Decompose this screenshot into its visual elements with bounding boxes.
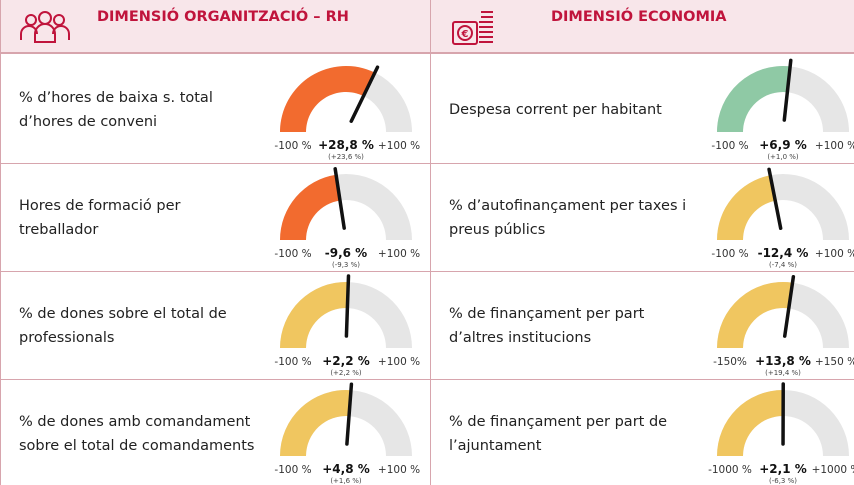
gauge-needle — [345, 382, 354, 446]
gauge-value: +13,8 % — [755, 354, 811, 368]
gauge-previous: (+1,0 %) — [767, 153, 799, 161]
gauge-min-label: -1000 % — [708, 464, 752, 476]
gauge-max-label: +100 % — [815, 140, 854, 152]
gauge-previous: (-7,4 %) — [769, 261, 797, 269]
gauge-min-label: -150% — [713, 356, 747, 368]
gauge-max-label: +100 % — [378, 140, 420, 152]
gauge-value: +4,8 % — [322, 462, 370, 476]
gauge: -100 % +100 % +28,8 %(+23,6 %) — [274, 65, 420, 161]
gauge-fill — [717, 282, 793, 348]
gauge: -100 % +100 % +2,2 %(+2,2 %) — [274, 274, 420, 377]
gauge-min-label: -100 % — [274, 140, 311, 152]
gauge-fill — [280, 174, 340, 240]
indicator-label: % de dones amb comandament sobre el tota… — [19, 413, 255, 454]
gauge-max-label: +100 % — [815, 248, 854, 260]
panel-header: € DIMENSIÓ ECONOMIA — [431, 0, 854, 54]
gauge-previous: (+1,6 %) — [330, 477, 362, 485]
gauge-needle — [333, 167, 346, 230]
gauge-fill — [280, 65, 375, 132]
indicator-row: % d’autofinançament per taxes i preus pú… — [431, 164, 854, 272]
indicator-row: % d’hores de baixa s. total d’hores de c… — [1, 56, 431, 164]
gauge-max-label: +150 % — [815, 356, 854, 368]
gauge-value: +28,8 % — [318, 138, 374, 152]
gauge-min-label: -100 % — [711, 248, 748, 260]
indicator-label: Hores de formació per treballador — [19, 197, 181, 238]
gauge-value: +6,9 % — [759, 138, 807, 152]
indicator-row: % de finançament per part d’altres insti… — [431, 272, 854, 380]
gauge-previous: (+23,6 %) — [328, 153, 364, 161]
gauge: -150% +150 % +13,8 %(+19,4 %) — [713, 275, 854, 377]
gauge-max-label: +100 % — [378, 356, 420, 368]
gauge-max-label: +100 % — [378, 248, 420, 260]
gauge-fill — [280, 390, 351, 456]
indicator-row: % de dones sobre el total de professiona… — [1, 272, 431, 380]
gauge-min-label: -100 % — [274, 356, 311, 368]
indicator-row: Despesa corrent per habitant -100 % +100 %… — [431, 56, 854, 164]
gauge-fill — [280, 282, 349, 348]
indicator-row: % de finançament per part de l’ajuntamen… — [431, 380, 854, 485]
indicator-label: % d’autofinançament per taxes i preus pú… — [449, 197, 687, 238]
gauge-needle — [349, 65, 380, 123]
gauge-max-label: +100 % — [378, 464, 420, 476]
gauge-value: -12,4 % — [758, 246, 809, 260]
gauge-min-label: -100 % — [274, 248, 311, 260]
indicator-label: % de finançament per part d’altres insti… — [449, 305, 645, 346]
indicator-row: % de dones amb comandament sobre el tota… — [1, 380, 431, 485]
gauge-previous: (+2,2 %) — [330, 369, 362, 377]
gauge-fill — [717, 390, 784, 456]
gauge-min-label: -100 % — [274, 464, 311, 476]
indicator-row: Hores de formació per treballador -100 % +… — [1, 164, 431, 272]
gauge-min-label: -100 % — [711, 140, 748, 152]
gauge-previous: (-9,3 %) — [332, 261, 360, 269]
gauge: -100 % +100 % -9,6 %(-9,3 %) — [274, 167, 420, 269]
indicator-label: % de dones sobre el total de professiona… — [19, 305, 227, 346]
gauge-fill — [717, 175, 776, 240]
indicator-label: Despesa corrent per habitant — [449, 101, 662, 118]
gauge-needle — [782, 58, 793, 122]
gauge-previous: (+19,4 %) — [765, 369, 801, 377]
panel: € DIMENSIÓ ECONOMIA Despesa corrent per … — [430, 0, 854, 485]
gauge: -100 % +100 % +6,9 %(+1,0 %) — [711, 58, 854, 161]
panel: DIMENSIÓ ORGANITZACIÓ – RH % d’hores de … — [0, 0, 431, 485]
gauge-needle — [782, 275, 796, 338]
panel-header: DIMENSIÓ ORGANITZACIÓ – RH — [1, 0, 431, 54]
svg-text:€: € — [461, 29, 469, 40]
people-icon — [20, 11, 70, 43]
panel-title: DIMENSIÓ ORGANITZACIÓ – RH — [97, 9, 349, 25]
indicator-label: % d’hores de baixa s. total d’hores de c… — [19, 89, 213, 130]
gauge-previous: (-6,3 %) — [769, 477, 797, 485]
coins-icon: € — [452, 11, 493, 45]
gauge-max-label: +1000 % — [812, 464, 854, 476]
gauge: -1000 % +1000 % +2,1 %(-6,3 %) — [708, 382, 854, 485]
gauge-value: +2,1 % — [759, 462, 807, 476]
gauge-needle — [344, 274, 351, 338]
gauge-fill — [717, 66, 791, 132]
gauge: -100 % +100 % -12,4 %(-7,4 %) — [711, 167, 854, 269]
gauge-needle — [767, 167, 783, 230]
gauge: -100 % +100 % +4,8 %(+1,6 %) — [274, 382, 420, 485]
gauge-value: -9,6 % — [325, 246, 367, 260]
gauge-value: +2,2 % — [322, 354, 370, 368]
indicator-label: % de finançament per part de l’ajuntamen… — [449, 413, 668, 454]
panel-title: DIMENSIÓ ECONOMIA — [551, 9, 727, 25]
